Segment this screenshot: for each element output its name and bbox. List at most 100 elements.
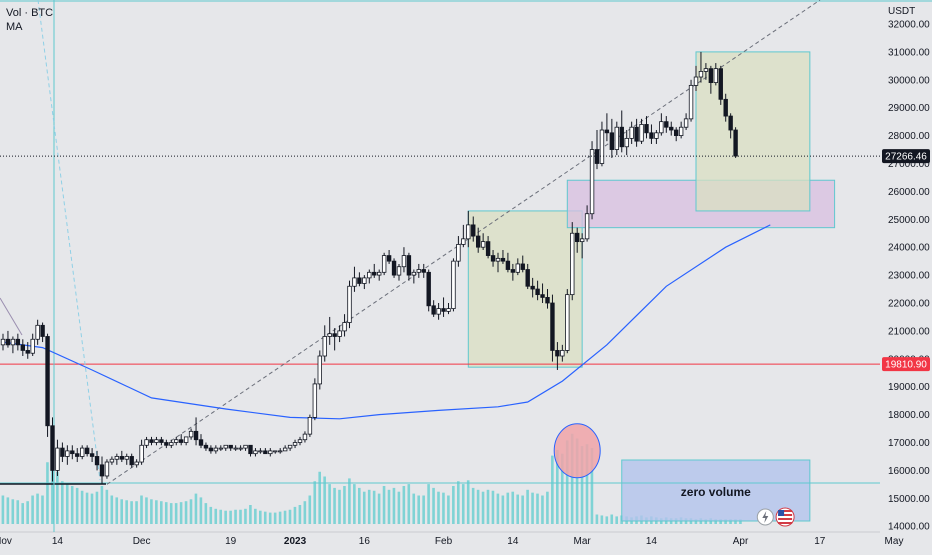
volume-bar [546, 491, 549, 524]
candle [263, 448, 268, 455]
volume-bar [531, 492, 534, 524]
volume-bar [575, 438, 579, 524]
candle-body [466, 224, 471, 240]
candle [273, 450, 278, 454]
candle [213, 445, 219, 454]
volume-bar [694, 519, 698, 524]
candle-body [327, 333, 332, 337]
price-tick-label: 30000.00 [888, 75, 930, 86]
candle [515, 258, 520, 276]
volume-bar [229, 510, 232, 524]
legend-volume-label: Vol · BTC [6, 7, 54, 19]
candle [144, 436, 149, 449]
volume-bar [179, 502, 183, 524]
volume-bar [447, 495, 450, 524]
candle-body [114, 456, 120, 460]
candle-body [535, 288, 540, 296]
time-tick-label: Mar [574, 536, 592, 547]
volume-bar [481, 491, 485, 524]
volume-bar [85, 492, 89, 524]
candle-body [372, 271, 377, 276]
volume-bar [714, 519, 717, 524]
candle [70, 445, 75, 460]
candle-body [396, 266, 402, 276]
volume-bar [338, 489, 341, 524]
volume-bar [457, 481, 460, 524]
price-tick-label: 32000.00 [888, 20, 930, 31]
candle-body [352, 277, 357, 287]
candle [644, 116, 649, 139]
candle [80, 445, 85, 460]
volume-bar [323, 476, 326, 524]
volume-bar [516, 494, 519, 524]
candle [505, 252, 511, 273]
volume-bar [303, 501, 307, 524]
volume-bar [283, 510, 287, 524]
price-tick-label: 16000.00 [888, 466, 930, 477]
lightning-glyph [762, 511, 769, 523]
candle [599, 121, 605, 167]
candle-body [500, 257, 506, 262]
candle-body [332, 333, 337, 337]
volume-bar [471, 487, 475, 524]
candle-body [733, 129, 738, 157]
candle [317, 350, 322, 390]
candle [416, 263, 421, 278]
candle [565, 289, 570, 354]
volume-bar [719, 519, 722, 524]
candle-body [599, 129, 605, 164]
candle [357, 272, 362, 287]
candle [703, 63, 709, 80]
candle [649, 124, 654, 144]
volume-bar [392, 487, 396, 524]
us-flag-canton [778, 510, 785, 516]
candle [708, 65, 714, 94]
price-tick-label: 28000.00 [888, 131, 930, 142]
candle-body [634, 126, 639, 142]
candle-body [292, 442, 298, 446]
volume-bar [590, 448, 594, 524]
candle-body [624, 137, 629, 148]
volume-bar [199, 497, 203, 524]
volume-bar [595, 514, 599, 524]
volume-bar [704, 519, 708, 524]
candle [75, 448, 80, 463]
volume-bar [313, 481, 317, 524]
candle [25, 342, 30, 359]
volume-bar [204, 503, 208, 524]
candle-body [520, 263, 525, 270]
candle [466, 210, 471, 248]
volume-bar [209, 506, 213, 524]
candle [10, 336, 16, 354]
volume-bar [585, 444, 589, 524]
volume-bar [145, 497, 148, 524]
time-tick-label: Nov [0, 536, 12, 547]
volume-bar [724, 519, 727, 524]
candle-body [183, 436, 189, 443]
us-flag-stripe [778, 518, 793, 520]
candle-body [674, 129, 679, 137]
volume-bar [219, 509, 222, 524]
time-tick-label: Feb [435, 536, 453, 547]
price-axis-unit: USDT [888, 6, 915, 17]
candle [15, 333, 21, 351]
volume-bar [521, 495, 524, 524]
volume-bar [328, 484, 331, 524]
candle-body [218, 447, 223, 450]
volume-bar [600, 515, 604, 524]
candle [570, 222, 575, 301]
candle [297, 436, 303, 446]
candle [342, 314, 347, 337]
volume-bar [140, 495, 143, 524]
us-flag-stripe [778, 522, 793, 524]
candle [555, 342, 560, 370]
volume-bar [565, 440, 569, 524]
time-tick-label: 14 [52, 536, 64, 547]
candle [218, 445, 223, 451]
price-tick-label: 18000.00 [888, 410, 930, 421]
fib-dashed-line [37, 0, 101, 481]
candle-body [639, 124, 644, 142]
volume-bar [80, 490, 84, 524]
